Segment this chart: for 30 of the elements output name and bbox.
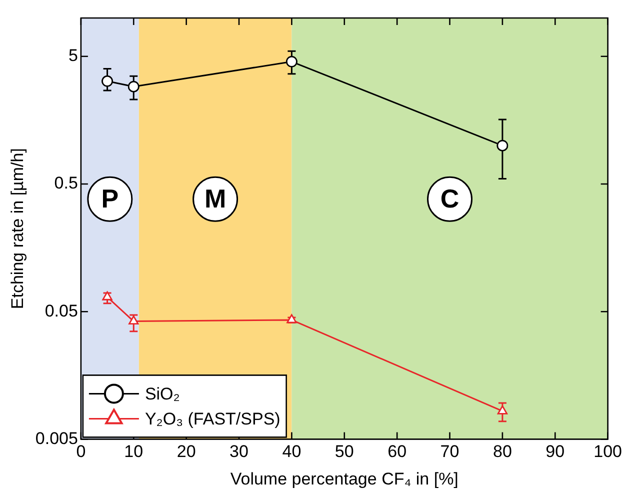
x-tick-label: 50 <box>334 442 354 462</box>
point <box>128 80 140 92</box>
point <box>496 140 508 152</box>
x-tick-label: 90 <box>546 442 565 462</box>
y-tick-label: 5 <box>68 46 78 66</box>
point <box>497 405 508 414</box>
x-tick-label: 80 <box>492 442 512 462</box>
x-tick-label: 10 <box>124 442 144 462</box>
y-tick-label: 0.5 <box>54 174 78 193</box>
legend-label: SiO₂ <box>144 384 180 404</box>
y-tick-label: 0.005 <box>35 428 78 448</box>
x-tick-label: 60 <box>388 442 407 462</box>
y-tick-label: 0.05 <box>44 301 78 320</box>
x-tick-label: 100 <box>594 442 622 462</box>
x-axis-title: Volume percentage CF₄ in [%] <box>230 469 458 488</box>
legend-label: Y₂O₃ (FAST/SPS) <box>144 409 280 428</box>
band-label: M <box>204 183 226 214</box>
y-axis-title: Etching rate in [µm/h] <box>8 148 27 310</box>
point <box>102 291 112 300</box>
point <box>286 56 298 68</box>
x-tick-label: 70 <box>440 442 460 462</box>
band-label: C <box>440 183 460 214</box>
point <box>286 314 297 324</box>
point <box>128 316 139 324</box>
x-tick-label: 20 <box>176 442 196 462</box>
x-tick-label: 30 <box>230 442 248 462</box>
point <box>102 75 113 87</box>
x-tick-label: 0 <box>76 442 86 462</box>
x-tick-label: 40 <box>282 442 302 462</box>
band-label: P <box>101 183 119 214</box>
